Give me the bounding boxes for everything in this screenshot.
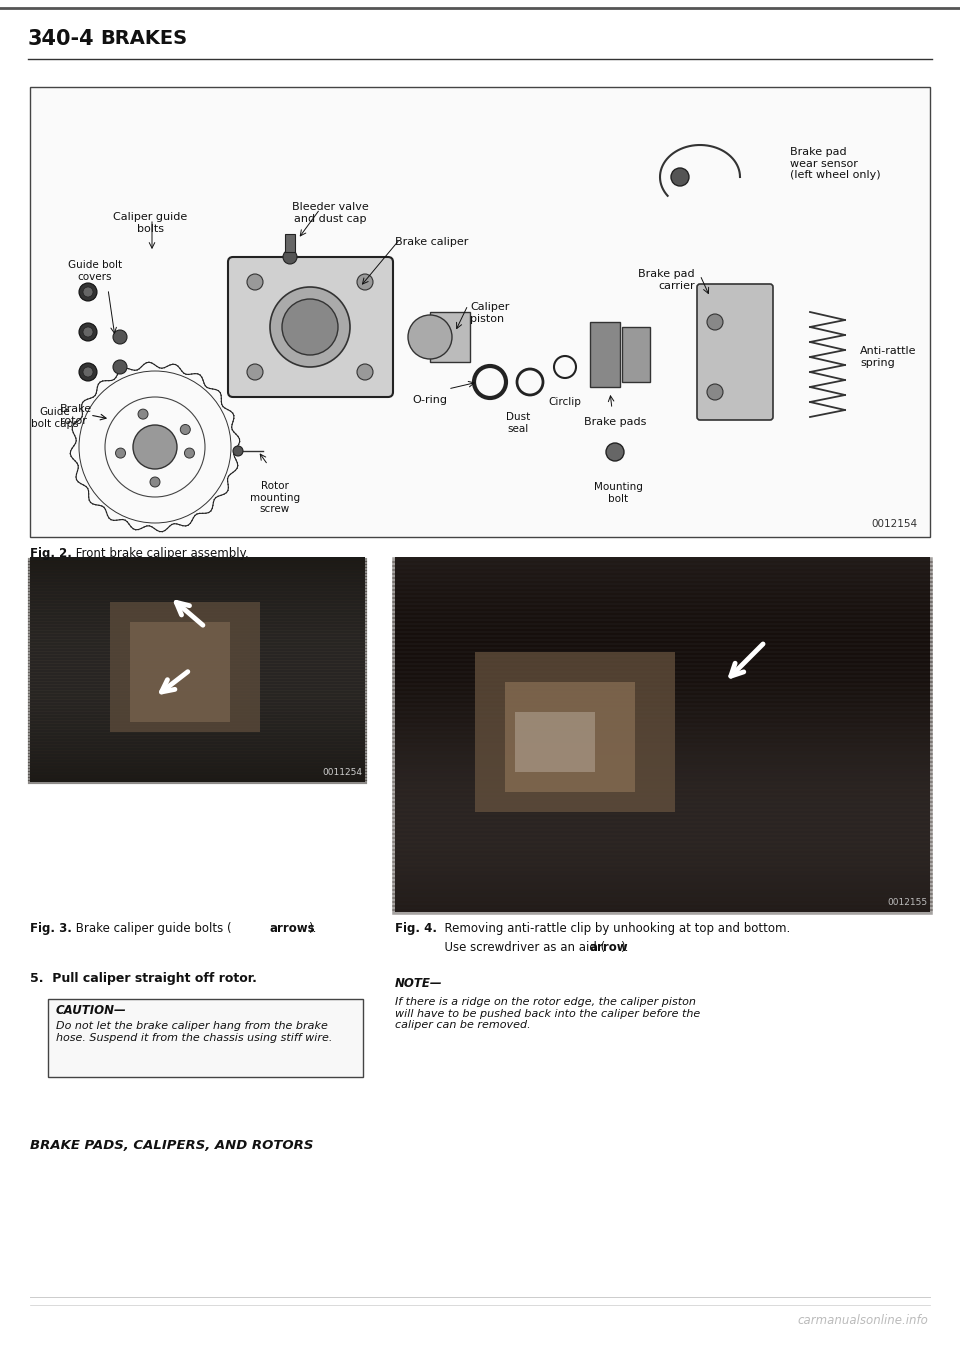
Text: carmanualsonline.info: carmanualsonline.info	[797, 1314, 928, 1327]
Circle shape	[115, 448, 126, 459]
Text: Guide bolt
covers: Guide bolt covers	[68, 261, 122, 282]
Circle shape	[282, 299, 338, 356]
FancyBboxPatch shape	[697, 284, 773, 421]
Bar	[505, 683, 635, 792]
Circle shape	[671, 168, 689, 186]
Circle shape	[247, 274, 263, 290]
Text: Brake
rotor: Brake rotor	[60, 404, 92, 426]
Bar	[430, 312, 470, 362]
Text: ).: ).	[620, 940, 629, 954]
Text: Anti-rattle
spring: Anti-rattle spring	[860, 346, 917, 368]
Circle shape	[184, 448, 195, 459]
Text: Bleeder valve
and dust cap: Bleeder valve and dust cap	[292, 202, 369, 224]
Text: Brake pad
wear sensor
(left wheel only): Brake pad wear sensor (left wheel only)	[790, 147, 880, 180]
Text: Fig. 4.: Fig. 4.	[395, 921, 437, 935]
Circle shape	[283, 250, 297, 265]
Circle shape	[79, 284, 97, 301]
Text: 0012154: 0012154	[872, 518, 918, 529]
Text: Circlip: Circlip	[548, 398, 582, 407]
Text: NOTE—: NOTE—	[395, 977, 443, 991]
Bar	[48, 999, 363, 1077]
Bar	[110, 603, 260, 731]
Text: Use screwdriver as an aid (: Use screwdriver as an aid (	[437, 940, 605, 954]
Bar	[590, 322, 620, 387]
Bar	[515, 712, 595, 772]
Circle shape	[79, 323, 97, 341]
Text: CAUTION—: CAUTION—	[56, 1004, 127, 1016]
Text: Guide
bolt caps: Guide bolt caps	[31, 407, 79, 429]
Text: Brake caliper guide bolts (: Brake caliper guide bolts (	[72, 921, 231, 935]
Circle shape	[606, 442, 624, 461]
Circle shape	[113, 330, 127, 345]
Text: Caliper
piston: Caliper piston	[470, 303, 510, 323]
Circle shape	[270, 286, 350, 366]
Circle shape	[408, 315, 452, 360]
Text: Front brake caliper assembly.: Front brake caliper assembly.	[72, 547, 249, 560]
Text: arrows: arrows	[270, 921, 316, 935]
Circle shape	[233, 446, 243, 456]
Bar	[30, 87, 930, 537]
Text: BRAKES: BRAKES	[100, 30, 187, 49]
Text: arrow: arrow	[590, 940, 629, 954]
Circle shape	[133, 425, 177, 470]
Bar	[395, 556, 930, 912]
Text: Brake pad
carrier: Brake pad carrier	[638, 269, 695, 290]
Text: O-ring: O-ring	[413, 395, 447, 404]
Text: Brake pads: Brake pads	[584, 417, 646, 427]
Text: ).: ).	[308, 921, 317, 935]
Text: Mounting
bolt: Mounting bolt	[593, 482, 642, 503]
Text: Rotor
mounting
screw: Rotor mounting screw	[250, 480, 300, 514]
Circle shape	[180, 425, 190, 434]
FancyBboxPatch shape	[228, 256, 393, 398]
Circle shape	[357, 364, 373, 380]
Text: Dust
seal: Dust seal	[506, 413, 530, 434]
Text: 0012155: 0012155	[887, 898, 927, 906]
Bar	[285, 233, 295, 252]
Bar	[622, 327, 650, 383]
Circle shape	[707, 384, 723, 400]
Text: Fig. 3.: Fig. 3.	[30, 921, 72, 935]
Text: 5.  Pull caliper straight off rotor.: 5. Pull caliper straight off rotor.	[30, 972, 257, 985]
Text: If there is a ridge on the rotor edge, the caliper piston
will have to be pushed: If there is a ridge on the rotor edge, t…	[395, 997, 700, 1030]
Circle shape	[247, 364, 263, 380]
Text: 0011254: 0011254	[322, 768, 362, 778]
Circle shape	[79, 364, 97, 381]
Text: Brake caliper: Brake caliper	[395, 237, 468, 247]
Text: Removing anti-rattle clip by unhooking at top and bottom.: Removing anti-rattle clip by unhooking a…	[437, 921, 790, 935]
Circle shape	[113, 360, 127, 375]
Bar	[475, 651, 675, 811]
Bar	[30, 556, 365, 782]
Text: Do not let the brake caliper hang from the brake
hose. Suspend it from the chass: Do not let the brake caliper hang from t…	[56, 1020, 332, 1042]
Text: 340-4: 340-4	[28, 28, 95, 49]
Circle shape	[83, 286, 93, 297]
Circle shape	[138, 408, 148, 419]
Text: Caliper guide
bolts: Caliper guide bolts	[113, 212, 187, 233]
Text: BRAKE PADS, CALIPERS, AND ROTORS: BRAKE PADS, CALIPERS, AND ROTORS	[30, 1139, 313, 1152]
Circle shape	[83, 366, 93, 377]
Circle shape	[707, 313, 723, 330]
Circle shape	[150, 478, 160, 487]
Circle shape	[357, 274, 373, 290]
Text: Fig. 2.: Fig. 2.	[30, 547, 72, 560]
Circle shape	[83, 327, 93, 337]
Bar	[130, 622, 230, 722]
